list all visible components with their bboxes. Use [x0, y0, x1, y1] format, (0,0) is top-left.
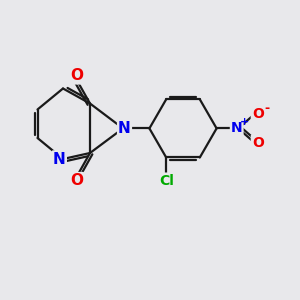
- Text: O: O: [252, 107, 264, 121]
- Text: O: O: [70, 173, 83, 188]
- Text: N: N: [118, 121, 131, 136]
- Text: N: N: [53, 152, 66, 166]
- Text: O: O: [252, 136, 264, 150]
- Text: +: +: [240, 117, 249, 127]
- Text: Cl: Cl: [159, 174, 174, 188]
- Text: O: O: [70, 68, 83, 83]
- Text: N: N: [231, 122, 242, 135]
- Text: -: -: [265, 102, 270, 115]
